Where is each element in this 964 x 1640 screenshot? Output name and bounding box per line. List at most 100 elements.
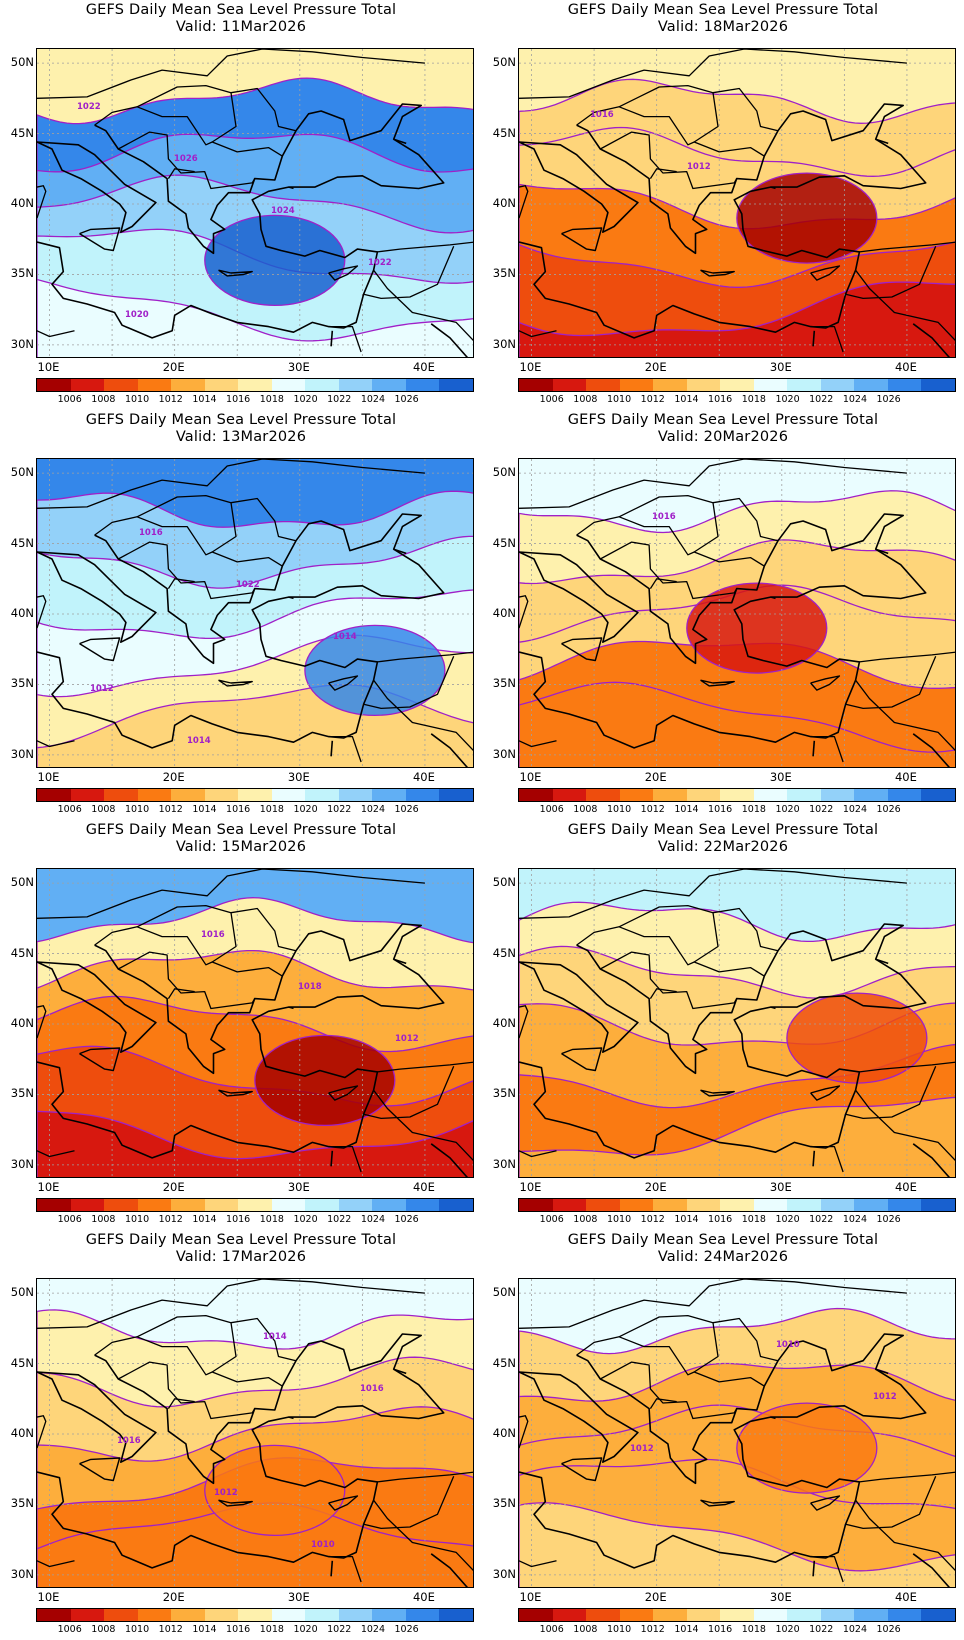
- latitude-label: 40N: [492, 606, 516, 620]
- latitude-label: 40N: [10, 196, 34, 210]
- colorbar-swatch: [753, 1609, 788, 1621]
- colorbar-label: 1012: [640, 1214, 665, 1225]
- colorbar-label: 1006: [539, 1214, 564, 1225]
- country-border: [599, 131, 738, 190]
- coastline: [37, 141, 157, 233]
- panel-valid-date: Valid: 15Mar2026: [175, 839, 307, 855]
- country-border: [649, 1398, 677, 1409]
- longitude-label: 10E: [37, 360, 60, 374]
- contour-label: 1014: [333, 632, 357, 642]
- colorbar-label: 1022: [327, 1624, 352, 1635]
- pressure-centre: [686, 582, 828, 674]
- country-border: [618, 494, 779, 542]
- country-border: [37, 1279, 425, 1329]
- country-border: [117, 131, 256, 190]
- colorbar-swatch: [653, 789, 687, 801]
- coastline: [37, 1333, 445, 1569]
- colorbar-swatch: [619, 379, 654, 391]
- colorbar-swatch: [204, 1199, 239, 1211]
- colorbar-swatch: [137, 379, 172, 391]
- colorbar-swatch: [787, 1609, 821, 1621]
- longitude-label: 30E: [287, 360, 310, 374]
- colorbar-swatch: [619, 1609, 654, 1621]
- island-outline: [218, 1089, 253, 1097]
- colorbar-label: 1006: [57, 394, 82, 405]
- country-border: [519, 740, 557, 748]
- colorbar-swatch: [720, 1199, 754, 1211]
- colorbar-label: 1010: [124, 1214, 150, 1225]
- country-border: [770, 186, 776, 190]
- panel-valid-date: Valid: 13Mar2026: [175, 429, 307, 445]
- island-outline: [561, 1047, 603, 1072]
- country-border: [845, 1066, 937, 1120]
- colorbar-label: 1010: [606, 1624, 632, 1635]
- colorbar-swatch: [238, 379, 272, 391]
- latitude-label: 50N: [492, 875, 516, 890]
- country-border: [136, 904, 297, 952]
- country-border: [845, 1476, 937, 1530]
- colorbar-swatch: [787, 1199, 821, 1211]
- country-border: [37, 1005, 47, 1039]
- country-border: [770, 1006, 776, 1010]
- longitude-label: 40E: [894, 770, 917, 784]
- colorbar-label: 1026: [876, 804, 901, 815]
- coastline: [519, 513, 927, 749]
- island-outline: [561, 637, 603, 662]
- colorbar-swatch: [137, 1609, 172, 1621]
- colorbar: [36, 788, 474, 802]
- longitude-label: 10E: [519, 770, 542, 784]
- colorbar-swatch: [439, 789, 473, 801]
- country-border: [519, 49, 907, 99]
- country-border: [693, 912, 719, 963]
- longitude-label: 20E: [162, 770, 185, 784]
- colorbar-swatch: [338, 1199, 373, 1211]
- country-border: [37, 1150, 75, 1158]
- colorbar: [36, 1608, 474, 1622]
- latitude-label: 30N: [10, 1156, 34, 1171]
- forecast-panel: GEFS Daily Mean Sea Level Pressure Total…: [0, 0, 482, 410]
- country-border: [859, 1061, 955, 1073]
- colorbar-swatch: [753, 1199, 788, 1211]
- colorbar-swatch: [70, 1609, 105, 1621]
- coastline: [519, 141, 639, 233]
- panel-title: GEFS Daily Mean Sea Level Pressure Total…: [0, 1232, 482, 1266]
- colorbar: [518, 378, 956, 392]
- longitude-label: 40E: [894, 360, 917, 374]
- contour-label: 1022: [236, 580, 260, 590]
- colorbar-label: 1008: [91, 804, 116, 815]
- colorbar-label: 1008: [91, 1624, 116, 1635]
- country-border: [37, 740, 75, 748]
- panel-title: GEFS Daily Mean Sea Level Pressure Total…: [482, 1232, 964, 1266]
- colorbar-label: 1014: [674, 394, 699, 405]
- colorbar-label: 1008: [573, 394, 598, 405]
- longitude-label: 10E: [519, 360, 542, 374]
- pressure-map: 1022 1026 1024 1022 1020: [36, 48, 474, 358]
- country-border: [576, 926, 765, 977]
- colorbar-swatch: [137, 1199, 172, 1211]
- panel-title: GEFS Daily Mean Sea Level Pressure Total…: [482, 412, 964, 446]
- pressure-centre: [204, 214, 346, 307]
- coastline: [519, 961, 639, 1053]
- country-border: [649, 578, 677, 589]
- longitude-label: 20E: [644, 360, 667, 374]
- coastline: [330, 1560, 334, 1577]
- country-border: [211, 1322, 237, 1373]
- colorbar-label: 1016: [708, 1214, 733, 1225]
- panel-title: GEFS Daily Mean Sea Level Pressure Total…: [0, 412, 482, 446]
- colorbar-swatch: [37, 379, 71, 391]
- latitude-label: 40N: [10, 606, 34, 620]
- colorbar-swatch: [753, 379, 788, 391]
- coastline: [330, 330, 334, 347]
- colorbar-label: 1024: [842, 804, 868, 815]
- contour-label: 1012: [90, 684, 114, 694]
- island-outline: [218, 679, 253, 687]
- country-border: [618, 1314, 779, 1362]
- colorbar-swatch: [686, 1199, 721, 1211]
- country-border: [599, 951, 738, 1010]
- colorbar-label: 1018: [741, 1214, 766, 1225]
- latitude-label: 40N: [492, 196, 516, 210]
- country-border: [94, 1336, 283, 1387]
- colorbar-label: 1010: [124, 1624, 150, 1635]
- pressure-map: 1010 1012 1012: [518, 1278, 956, 1588]
